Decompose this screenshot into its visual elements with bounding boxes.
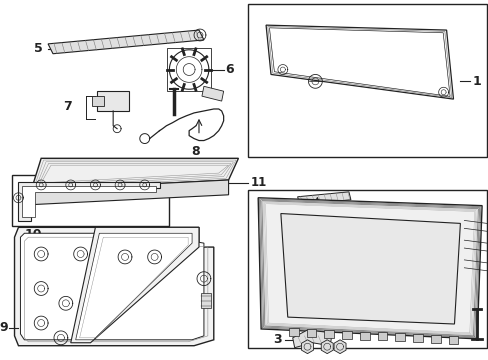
Bar [341,331,351,339]
Polygon shape [15,228,213,346]
Bar [412,334,422,342]
Polygon shape [297,192,350,205]
Text: 1: 1 [471,75,480,88]
Polygon shape [31,158,238,190]
Bar [306,329,316,337]
Polygon shape [301,340,313,354]
Polygon shape [280,213,459,324]
Polygon shape [265,25,452,99]
Polygon shape [201,293,210,308]
Bar [248,190,486,348]
Polygon shape [269,28,449,96]
Polygon shape [71,228,199,343]
Text: 4: 4 [308,220,317,233]
Text: 2: 2 [386,215,394,228]
Bar [92,96,104,106]
Bar [288,328,298,336]
Polygon shape [76,233,192,340]
Bar [248,4,486,157]
Polygon shape [20,233,203,340]
Bar [359,332,369,339]
Bar [377,333,386,340]
Bar [12,175,169,226]
Polygon shape [19,182,159,221]
Polygon shape [292,330,331,348]
Polygon shape [31,180,228,205]
Text: 7: 7 [63,99,71,113]
Text: 9: 9 [0,321,8,334]
Polygon shape [22,186,155,217]
Polygon shape [321,340,332,354]
Text: 8: 8 [191,145,200,158]
Text: 6: 6 [225,63,234,76]
Text: 11: 11 [250,176,266,189]
Text: 5: 5 [34,42,43,55]
Bar [167,48,210,91]
Polygon shape [333,340,346,354]
Text: 10: 10 [24,228,42,241]
Bar [324,330,333,338]
Text: 3: 3 [272,333,281,346]
Polygon shape [202,86,223,101]
Bar [97,91,129,111]
Polygon shape [258,198,481,339]
Bar [394,333,405,341]
Bar [430,335,440,343]
Polygon shape [48,30,203,54]
Bar [447,336,457,343]
